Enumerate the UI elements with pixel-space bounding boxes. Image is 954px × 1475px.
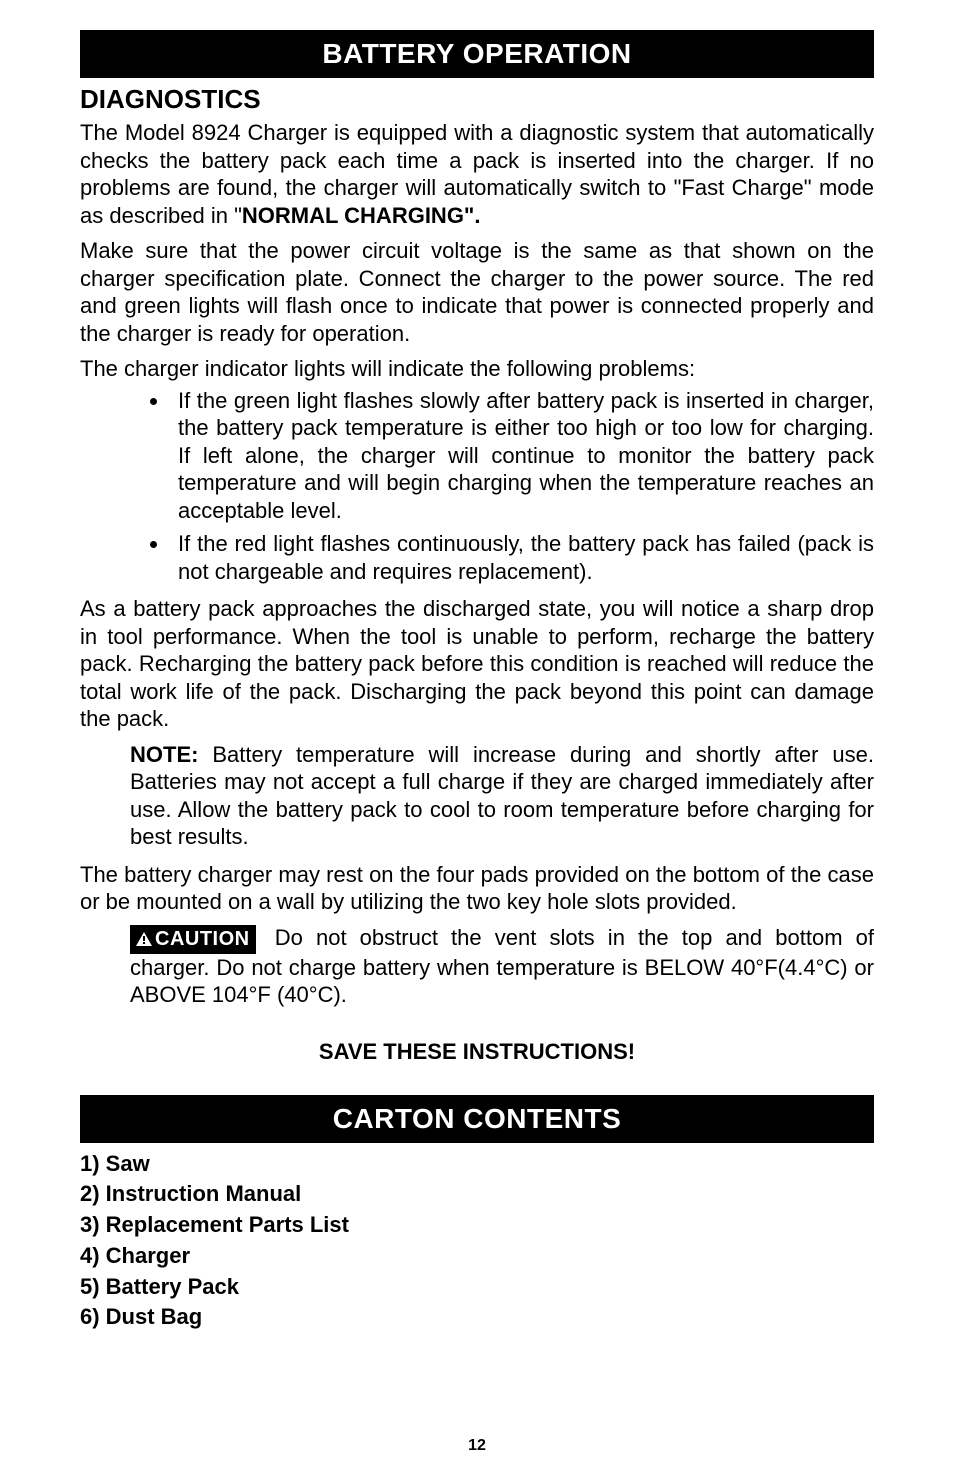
list-item: 1) Saw [80, 1149, 874, 1180]
carton-contents-list: 1) Saw 2) Instruction Manual 3) Replacem… [80, 1149, 874, 1334]
caution-label-text: CAUTION [155, 928, 250, 950]
note-block: NOTE: Battery temperature will increase … [130, 741, 874, 851]
note-label: NOTE: [130, 742, 198, 767]
list-item: 6) Dust Bag [80, 1302, 874, 1333]
para-discharged: As a battery pack approaches the dischar… [80, 595, 874, 733]
page-number: 12 [0, 1437, 954, 1455]
section-bar-carton: CARTON CONTENTS [80, 1095, 874, 1143]
caution-block: CAUTION Do not obstruct the vent slots i… [130, 924, 874, 1009]
para-text-bold: NORMAL CHARGING". [242, 203, 481, 228]
list-item: 4) Charger [80, 1241, 874, 1272]
note-text: Battery temperature will increase during… [130, 742, 874, 850]
list-item: 2) Instruction Manual [80, 1179, 874, 1210]
para-voltage: Make sure that the power circuit voltage… [80, 237, 874, 347]
para-indicator: The charger indicator lights will indica… [80, 355, 874, 383]
problem-bullets: If the green light flashes slowly after … [170, 387, 874, 586]
warning-triangle-icon [136, 932, 152, 946]
section-bar-battery: BATTERY OPERATION [80, 30, 874, 78]
save-instructions: SAVE THESE INSTRUCTIONS! [80, 1039, 874, 1065]
diagnostics-heading: DIAGNOSTICS [80, 84, 874, 115]
bullet-item: If the red light flashes continuously, t… [170, 530, 874, 585]
para-model-charger: The Model 8924 Charger is equipped with … [80, 119, 874, 229]
para-mount: The battery charger may rest on the four… [80, 861, 874, 916]
caution-label: CAUTION [130, 925, 256, 954]
bullet-item: If the green light flashes slowly after … [170, 387, 874, 525]
list-item: 5) Battery Pack [80, 1272, 874, 1303]
list-item: 3) Replacement Parts List [80, 1210, 874, 1241]
